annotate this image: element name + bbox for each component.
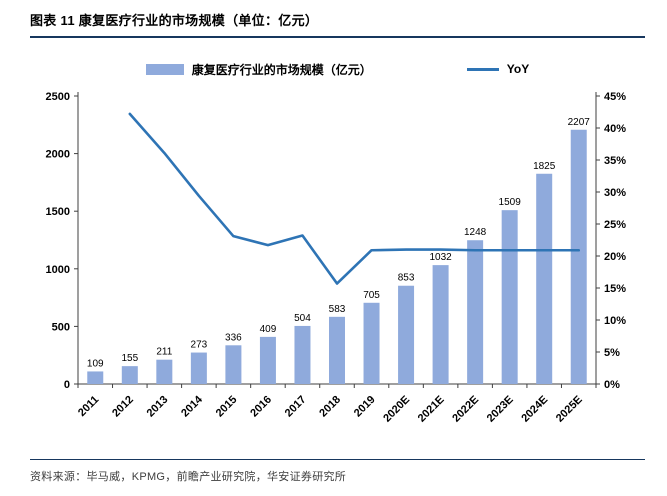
chart-svg: 0 500 1000 1500 2000 2500 0% 5% 10% 15% 20% 25% 30% 3… bbox=[46, 91, 627, 425]
bar-series-label: 康复医疗行业的市场规模（亿元） bbox=[191, 62, 372, 77]
bar-value-label: 409 bbox=[260, 324, 277, 335]
x-axis-label: 2012 bbox=[110, 394, 136, 420]
bar-2015 bbox=[225, 345, 242, 384]
bar-2011 bbox=[87, 371, 104, 384]
bar-value-label: 1248 bbox=[464, 227, 487, 238]
legend-item-yoy: YoY bbox=[466, 62, 530, 76]
bar-2013 bbox=[156, 359, 173, 384]
bar-2016 bbox=[259, 336, 276, 384]
right-axis-label: 25% bbox=[604, 219, 626, 231]
x-axis-label: 2013 bbox=[145, 394, 171, 420]
right-axis-label: 40% bbox=[604, 123, 626, 135]
bar-value-label: 583 bbox=[329, 304, 346, 315]
right-axis-label: 30% bbox=[604, 187, 626, 199]
x-axis-label: 2019 bbox=[352, 394, 378, 420]
right-axis-label: 10% bbox=[604, 315, 626, 327]
left-axis-label: 1500 bbox=[46, 206, 70, 218]
x-axis-label: 2017 bbox=[283, 394, 309, 420]
right-axis-label: 5% bbox=[604, 347, 620, 359]
x-axis-label: 2023E bbox=[485, 394, 516, 425]
right-axis-label: 20% bbox=[604, 251, 626, 263]
right-axis-label: 0% bbox=[604, 379, 620, 391]
line-series-label: YoY bbox=[506, 62, 530, 76]
bar-2024E bbox=[536, 173, 553, 384]
bar-2025E bbox=[570, 129, 587, 384]
chart-area: 0 500 1000 1500 2000 2500 0% 5% 10% 15% 20% 25% 30% 3… bbox=[30, 84, 645, 444]
left-axis-label: 1000 bbox=[46, 264, 70, 276]
chart-legend: 康复医疗行业的市场规模（亿元） YoY bbox=[30, 58, 645, 80]
bar-value-label: 853 bbox=[398, 273, 415, 284]
bar-2012 bbox=[121, 366, 138, 384]
bar-value-label: 504 bbox=[294, 313, 311, 324]
title-divider bbox=[30, 36, 645, 38]
left-axis-label: 2500 bbox=[46, 91, 70, 103]
left-axis-label: 2000 bbox=[46, 149, 70, 161]
bar-series-swatch bbox=[145, 63, 184, 75]
x-axis-label: 2015 bbox=[214, 394, 240, 420]
x-axis-label: 2025E bbox=[554, 394, 585, 425]
right-axis-label: 45% bbox=[604, 91, 626, 103]
bar-value-label: 1825 bbox=[533, 161, 556, 172]
left-axis-label: 500 bbox=[52, 321, 70, 333]
figure-title: 图表 11 康复医疗行业的市场规模（单位：亿元） bbox=[30, 13, 319, 28]
bar-2014 bbox=[190, 352, 207, 384]
bar-2022E bbox=[467, 240, 484, 384]
bar-2018 bbox=[329, 316, 345, 384]
bar-value-label: 155 bbox=[121, 353, 138, 364]
x-axis-label: 2020E bbox=[381, 394, 412, 425]
bar-2017 bbox=[294, 325, 311, 384]
bar-value-label: 211 bbox=[156, 347, 172, 358]
x-axis-label: 2024E bbox=[519, 394, 550, 425]
source-note: 资料来源：毕马威，KPMG，前瞻产业研究院，华安证券研究所 bbox=[30, 471, 347, 483]
bar-value-label: 109 bbox=[87, 358, 104, 369]
bar-value-label: 705 bbox=[363, 290, 380, 301]
x-axis-label: 2014 bbox=[179, 393, 205, 419]
right-axis-label: 35% bbox=[604, 155, 626, 167]
bar-2021E bbox=[432, 265, 449, 384]
x-axis-label: 2011 bbox=[76, 394, 101, 419]
right-axis-label: 15% bbox=[604, 283, 626, 295]
report-figure: 图表 11 康复医疗行业的市场规模（单位：亿元） 康复医疗行业的市场规模（亿元）… bbox=[30, 13, 645, 483]
footer-divider bbox=[30, 459, 645, 460]
yoy-line bbox=[128, 112, 581, 285]
bar-2019 bbox=[363, 302, 380, 384]
x-axis-label: 2018 bbox=[317, 394, 343, 420]
bar-2023E bbox=[501, 210, 518, 384]
x-axis-label: 2016 bbox=[248, 394, 274, 420]
bar-value-label: 1032 bbox=[429, 252, 452, 263]
bar-value-label: 1509 bbox=[499, 197, 522, 208]
legend-item-market-size: 康复医疗行业的市场规模（亿元） bbox=[145, 61, 372, 78]
bar-value-label: 2207 bbox=[568, 117, 591, 128]
x-axis-label: 2022E bbox=[450, 394, 481, 425]
line-series-swatch bbox=[466, 67, 499, 71]
bar-value-label: 336 bbox=[225, 332, 242, 343]
bar-value-label: 273 bbox=[191, 340, 208, 351]
x-axis-label: 2021E bbox=[416, 394, 447, 425]
left-axis-label: 0 bbox=[64, 379, 70, 391]
bar-2020E bbox=[398, 285, 415, 384]
